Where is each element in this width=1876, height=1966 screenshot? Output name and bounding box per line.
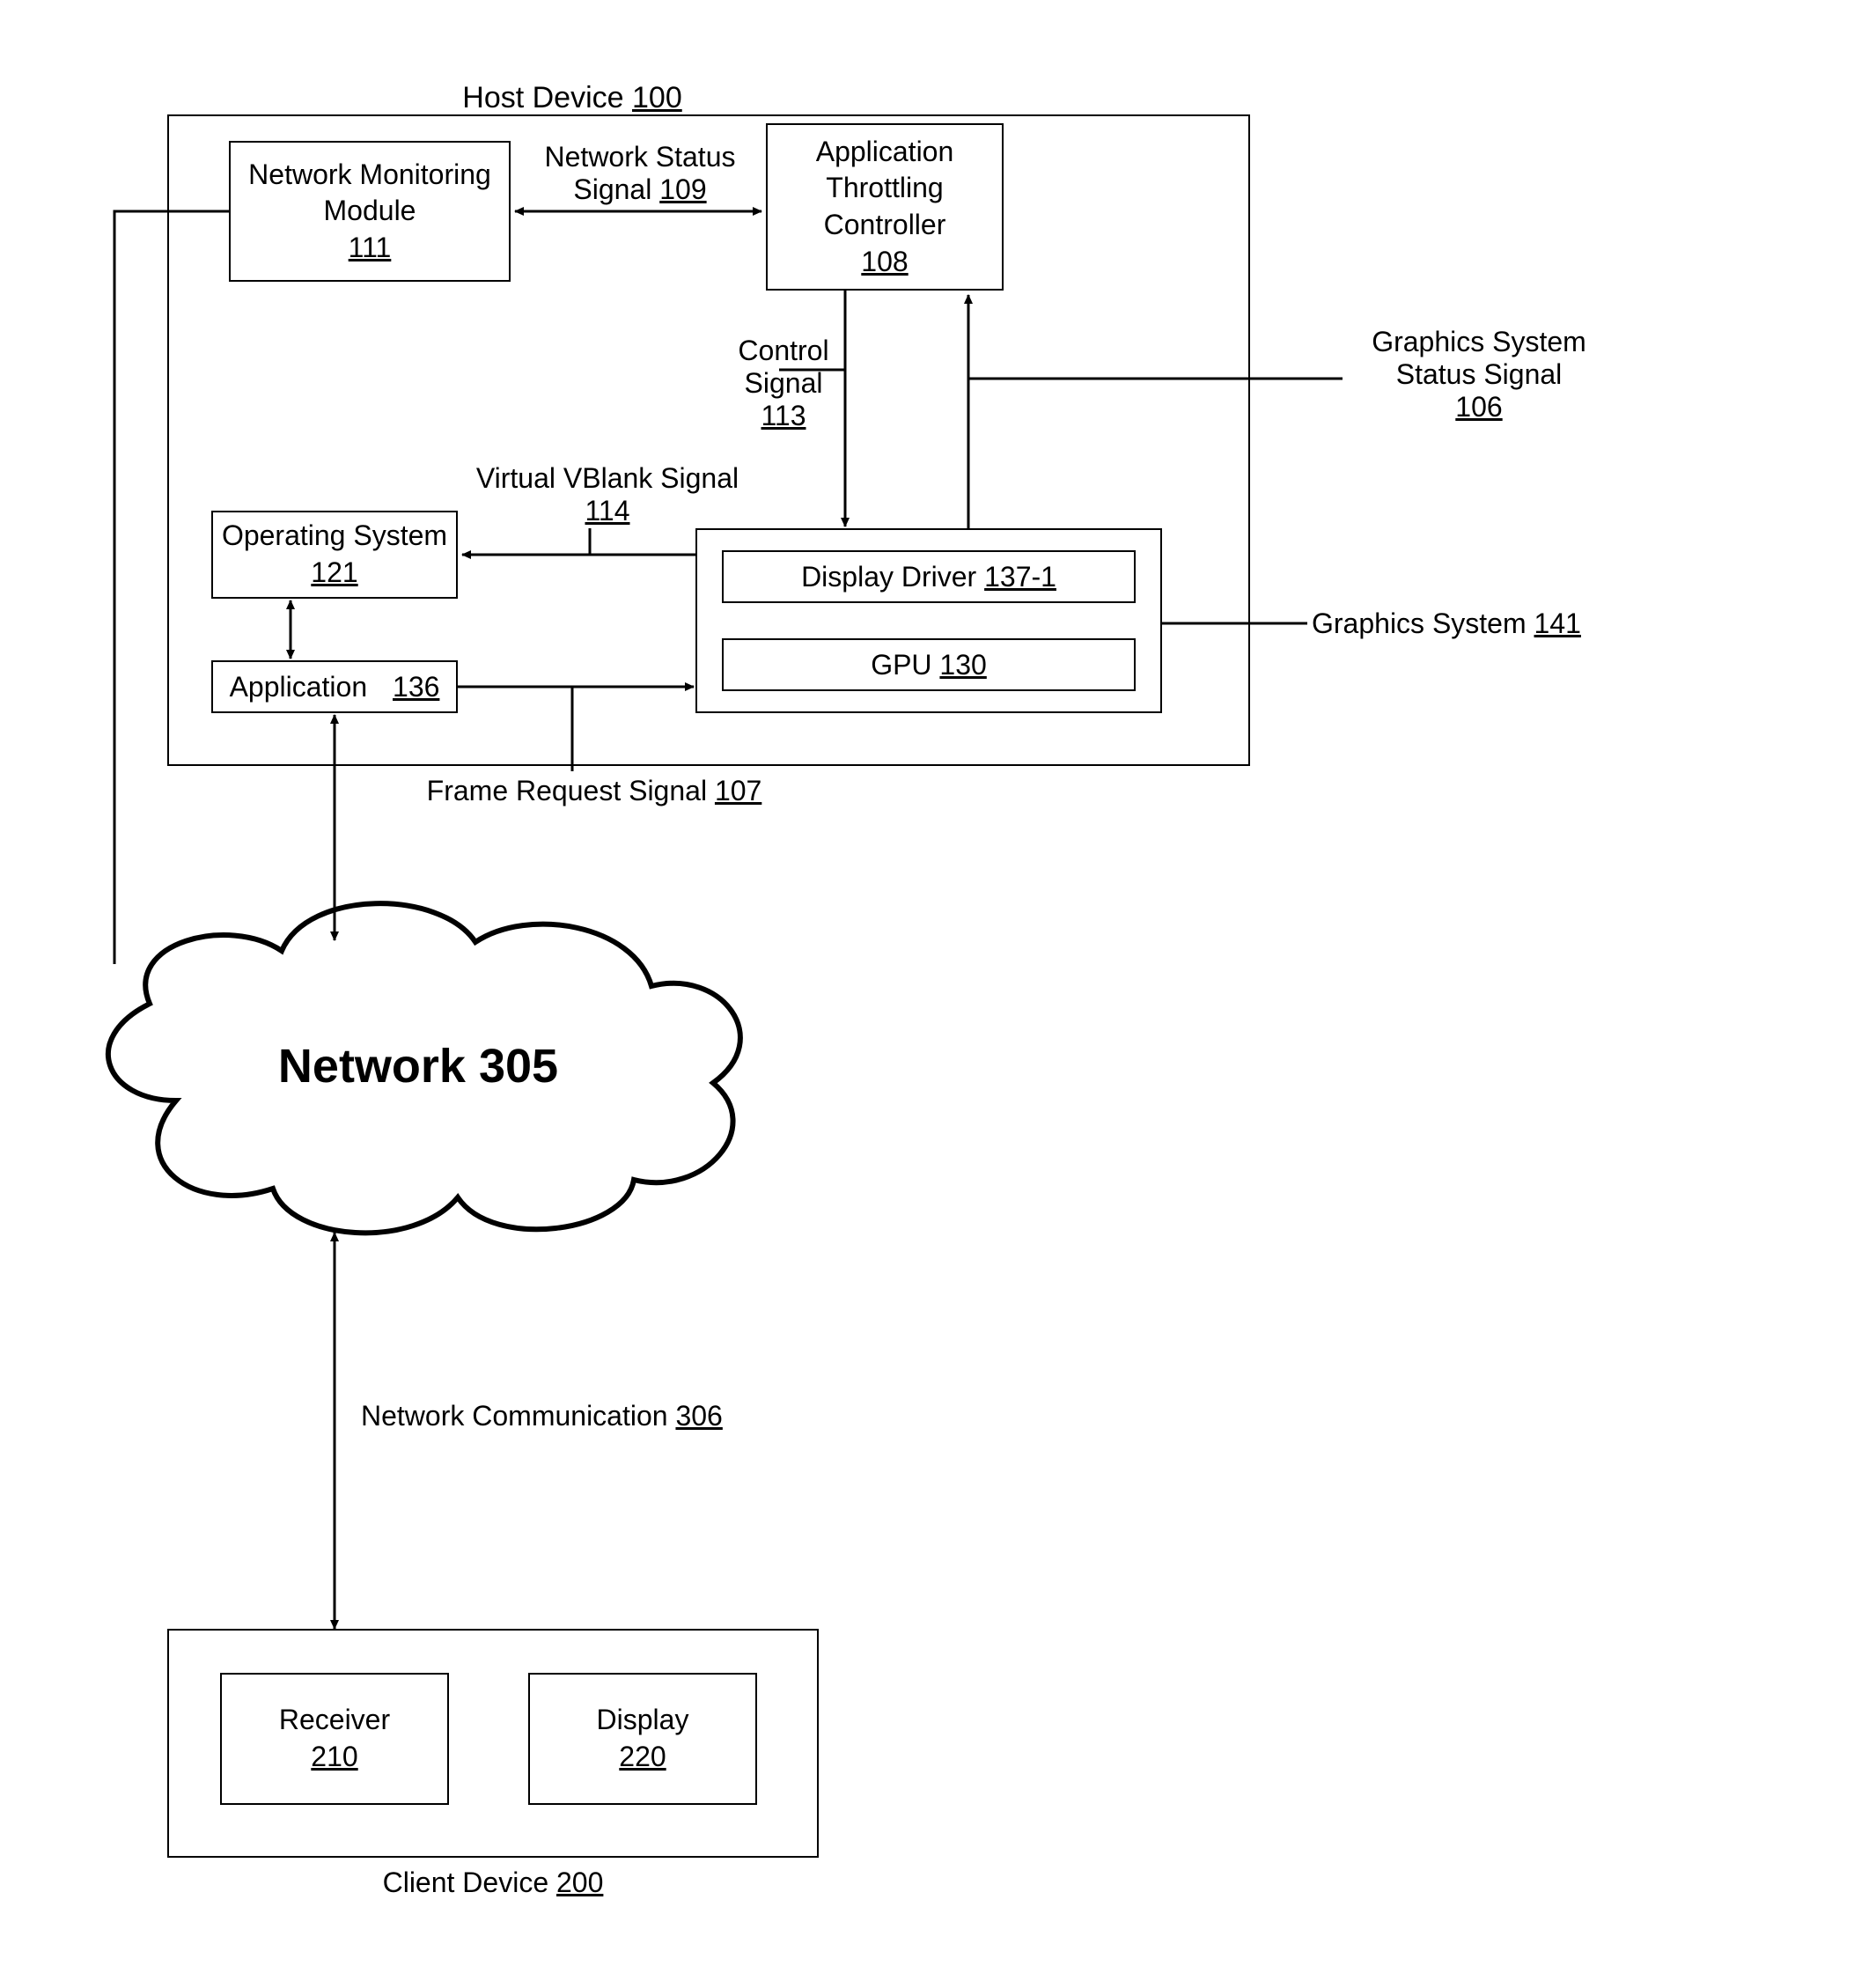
graphics-system-label: Graphics System 141 — [1312, 607, 1620, 640]
frame-request-signal-label: Frame Request Signal 107 — [396, 775, 792, 807]
host-device-title: Host Device 100 — [414, 81, 731, 115]
graphics-system-status-signal-label: Graphics System Status Signal 106 — [1347, 326, 1611, 423]
network-status-signal-label: Network Status Signal 109 — [539, 141, 741, 206]
display-driver-box: Display Driver 137-1 — [722, 550, 1136, 603]
display-box: Display 220 — [528, 1673, 757, 1805]
network-monitoring-module-box: Network Monitoring Module 111 — [229, 141, 511, 282]
diagram-canvas: Host Device 100 Network Monitoring Modul… — [0, 0, 1876, 1966]
operating-system-box: Operating System 121 — [211, 511, 458, 599]
application-box: Application 136 — [211, 660, 458, 713]
network-cloud-label: Network 305 — [220, 1039, 616, 1093]
network-communication-label: Network Communication 306 — [361, 1400, 757, 1432]
app-throttling-controller-box: Application Throttling Controller 108 — [766, 123, 1004, 291]
gpu-box: GPU 130 — [722, 638, 1136, 691]
receiver-box: Receiver 210 — [220, 1673, 449, 1805]
client-device-title: Client Device 200 — [352, 1867, 634, 1899]
control-signal-label: Control Signal 113 — [704, 335, 863, 432]
virtual-vblank-signal-label: Virtual VBlank Signal 114 — [458, 462, 757, 527]
